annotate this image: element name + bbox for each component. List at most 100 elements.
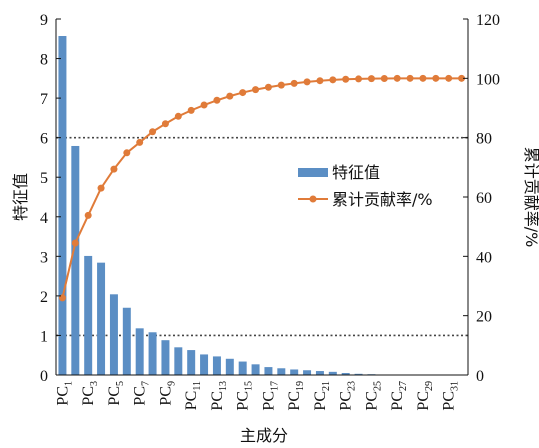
eigenvalue-bars [58, 36, 466, 376]
x-axis-title: 主成分 [240, 426, 288, 445]
cumulative-point [316, 77, 324, 85]
x-ticks: PC1PC3PC5PC7PC9PC11PC13PC15PC17PC19PC21P… [54, 381, 460, 411]
cumulative-point [161, 120, 169, 128]
x-tick-base: PC [260, 391, 277, 411]
cumulative-point [84, 211, 92, 219]
cumulative-point [71, 239, 79, 247]
eigenvalue-bar [315, 371, 324, 375]
left-y-axis-title: 特征值 [11, 173, 30, 221]
cumulative-point [406, 74, 414, 82]
eigenvalue-bar [328, 371, 337, 375]
left-tick-label: 0 [40, 368, 48, 385]
cumulative-point [277, 81, 285, 89]
cumulative-point [419, 74, 427, 82]
cumulative-line [61, 77, 462, 299]
x-tick-subscript: 31 [450, 381, 461, 391]
x-tick-subscript: 29 [424, 381, 435, 391]
cumulative-point [380, 74, 388, 82]
left-tick-label: 2 [40, 289, 48, 306]
right-tick-label: 40 [476, 249, 492, 266]
cumulative-point [252, 86, 260, 94]
x-tick-label: PC9 [157, 381, 177, 406]
left-tick-label: 8 [40, 52, 48, 69]
x-tick-base: PC [183, 391, 200, 411]
x-tick-label: PC19 [286, 381, 306, 411]
x-tick-base: PC [286, 391, 303, 411]
x-tick-base: PC [441, 391, 458, 411]
cumulative-point [136, 138, 144, 146]
x-tick-label: PC7 [132, 381, 152, 406]
eigenvalue-bar [277, 368, 286, 375]
left-tick-label: 6 [40, 131, 48, 148]
x-tick-subscript: 17 [269, 381, 280, 391]
eigenvalue-bar [200, 354, 209, 375]
eigenvalue-bar [135, 328, 144, 375]
left-tick-label: 9 [40, 12, 48, 29]
x-tick-base: PC [132, 386, 149, 406]
x-tick-subscript: 13 [218, 381, 229, 391]
cumulative-point [226, 92, 234, 100]
cumulative-point [290, 79, 298, 87]
x-tick-subscript: 15 [244, 381, 255, 391]
eigenvalue-bar [238, 361, 247, 375]
eigenvalue-bar [187, 350, 196, 375]
cumulative-point [367, 75, 375, 83]
x-tick-label: PC5 [106, 381, 126, 406]
x-tick-subscript: 5 [115, 381, 126, 386]
eigenvalue-bar [84, 255, 93, 375]
cumulative-point [303, 78, 311, 86]
x-tick-label: PC1 [54, 381, 74, 406]
cumulative-point [355, 75, 363, 83]
eigenvalue-bar [251, 364, 260, 375]
eigenvalue-bar [109, 294, 118, 375]
legend: 特征值 累计贡献率/% [298, 163, 433, 209]
x-tick-label: PC11 [183, 381, 203, 410]
x-tick-label: PC29 [415, 381, 435, 411]
x-tick-subscript: 19 [295, 381, 306, 391]
legend-bar-swatch [298, 168, 328, 177]
x-tick-base: PC [389, 391, 406, 411]
legend-line-label: 累计贡献率/% [332, 190, 433, 209]
cumulative-point [239, 89, 247, 97]
cumulative-point [445, 74, 453, 82]
x-tick-label: PC3 [80, 381, 100, 406]
eigenvalue-bar [341, 373, 350, 375]
left-tick-label: 3 [40, 249, 48, 266]
x-tick-label: PC13 [209, 381, 229, 411]
x-tick-base: PC [235, 391, 252, 411]
x-tick-base: PC [54, 386, 71, 406]
cumulative-line-series [58, 74, 466, 302]
x-tick-label: PC21 [312, 381, 332, 411]
eigenvalue-bar [97, 262, 106, 375]
eigenvalue-bar [174, 347, 183, 375]
eigenvalue-bar [122, 307, 131, 375]
x-tick-base: PC [312, 391, 329, 411]
x-tick-base: PC [106, 386, 123, 406]
cumulative-point [97, 184, 105, 192]
x-tick-subscript: 21 [321, 381, 332, 391]
x-tick-base: PC [338, 391, 355, 411]
cumulative-point [187, 106, 195, 114]
eigenvalue-bar [264, 367, 273, 375]
eigenvalue-bar [58, 36, 67, 376]
x-tick-subscript: 11 [192, 381, 203, 391]
x-tick-base: PC [363, 391, 380, 411]
right-tick-label: 100 [476, 71, 500, 88]
x-tick-subscript: 25 [372, 381, 383, 391]
left-y-ticks: 0 1 2 3 4 5 6 7 8 9 [40, 12, 61, 385]
x-tick-base: PC [209, 391, 226, 411]
cumulative-point [329, 76, 337, 84]
x-tick-subscript: 7 [141, 381, 152, 386]
eigenvalue-bar [71, 145, 80, 375]
x-tick-subscript: 27 [398, 381, 409, 391]
x-tick-label: PC23 [338, 381, 358, 411]
x-tick-subscript: 23 [347, 381, 358, 391]
cumulative-point [432, 74, 440, 82]
eigenvalue-bar [303, 370, 312, 375]
x-tick-label: PC27 [389, 381, 409, 411]
x-tick-label: PC31 [441, 381, 461, 411]
cumulative-point [149, 128, 157, 136]
eigenvalue-bar [290, 369, 299, 375]
cumulative-point [342, 75, 350, 83]
